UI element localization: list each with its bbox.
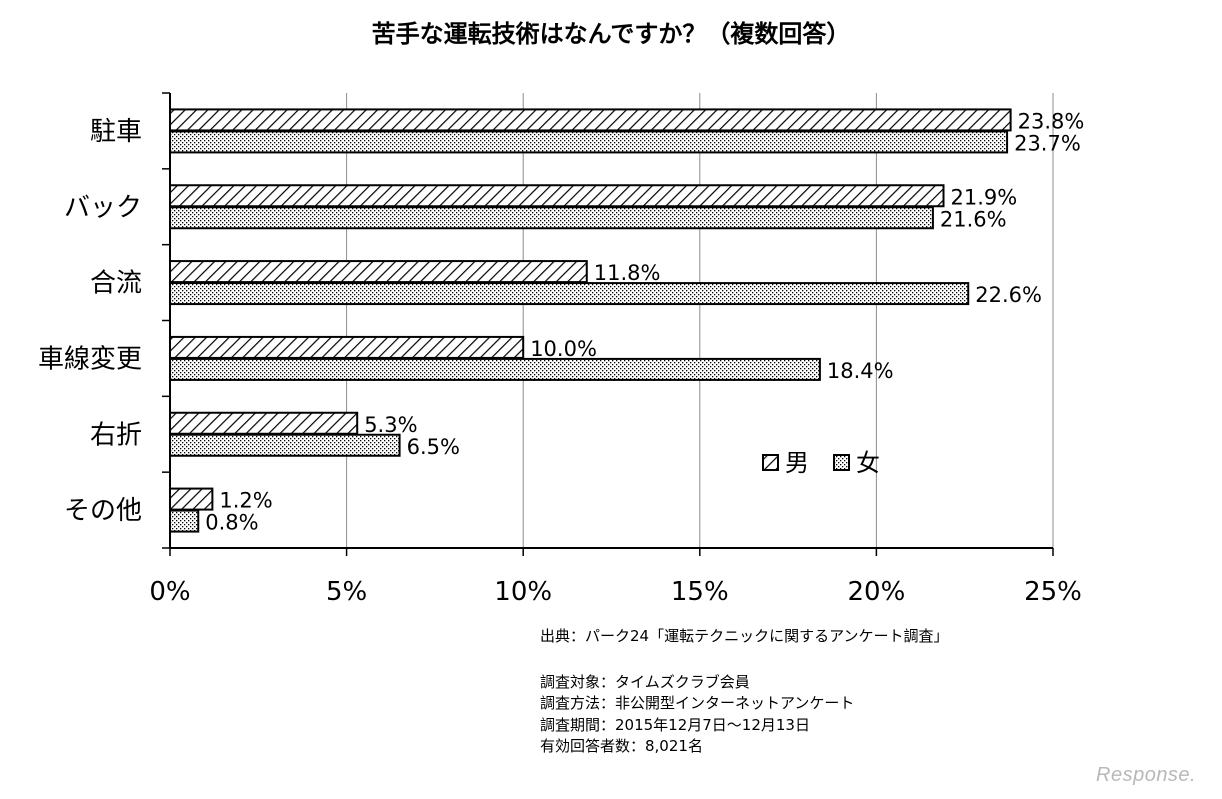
x-tick-label: 5% <box>326 577 367 607</box>
value-label: 11.8% <box>594 261 661 285</box>
bar <box>169 260 588 284</box>
period-note: 調査期間：2015年12月7日～12月13日 <box>540 715 810 734</box>
respondents-note: 有効回答者数：8,021名 <box>540 737 703 755</box>
bar <box>169 206 934 230</box>
category-label: 車線変更 <box>38 344 142 374</box>
value-label: 18.4% <box>827 359 894 383</box>
bar <box>169 433 401 457</box>
x-tick-label: 25% <box>1024 577 1082 607</box>
value-label: 10.0% <box>530 337 597 361</box>
value-label: 23.7% <box>1014 131 1081 155</box>
bar <box>169 108 1012 132</box>
value-label: 1.2% <box>219 489 272 513</box>
value-label: 5.3% <box>364 413 417 437</box>
bar <box>169 335 525 359</box>
value-label: 22.6% <box>975 283 1042 307</box>
value-labels: 23.8%23.7% 21.9%21.6% 11.8% 22.6% 10.0% 18.4%… <box>205 109 1084 534</box>
category-label: バック <box>64 193 142 223</box>
category-label: その他 <box>64 496 142 526</box>
value-label: 21.9% <box>951 185 1018 209</box>
value-label: 21.6% <box>940 207 1007 231</box>
bars <box>169 108 1012 533</box>
gridlines <box>346 93 1054 548</box>
category-label: 右折 <box>90 420 142 450</box>
value-label: 0.8% <box>205 511 258 535</box>
x-tick-label: 10% <box>494 577 552 607</box>
x-tick-label: 20% <box>848 577 906 607</box>
bar <box>169 184 945 208</box>
response-watermark: Response. <box>1096 764 1197 786</box>
bar <box>169 487 214 511</box>
legend-swatch <box>762 454 779 471</box>
category-label: 合流 <box>90 269 142 299</box>
bar <box>169 282 970 306</box>
legend: 男女 <box>762 449 880 477</box>
value-label: 23.8% <box>1018 109 1085 133</box>
value-label: 6.5% <box>407 435 460 459</box>
target-note: 調査対象：タイムズクラブ会員 <box>540 672 750 691</box>
method-note: 調査方法：非公開型インターネットアンケート <box>540 694 855 712</box>
x-tick-labels: 0% 5% 10% 15% 20% 25% <box>149 577 1082 607</box>
survey-notes: 出典：パーク24「運転テクニックに関するアンケート調査」 調査対象：タイムズクラ… <box>540 626 949 758</box>
x-tick-label: 15% <box>671 577 729 607</box>
x-tick-label: 0% <box>149 577 190 607</box>
source-note: 出典：パーク24「運転テクニックに関するアンケート調査」 <box>540 627 949 645</box>
bar <box>169 411 359 435</box>
axes <box>162 92 1054 556</box>
legend-label: 女 <box>856 449 880 477</box>
legend-swatch <box>833 454 850 471</box>
chart-title: 苦手な運転技術はなんですか？（複数回答） <box>372 20 851 48</box>
bar <box>169 357 821 381</box>
bar <box>169 130 1009 154</box>
category-label: 駐車 <box>90 117 142 147</box>
bar <box>169 509 200 533</box>
legend-label: 男 <box>785 449 809 477</box>
